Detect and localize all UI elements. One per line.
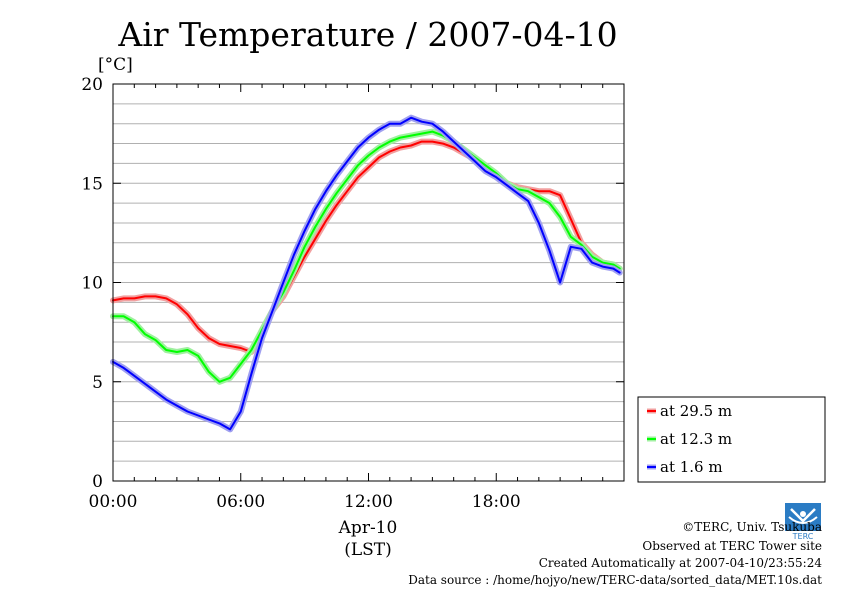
legend-label: at 29.5 m [660, 402, 732, 420]
legend-label: at 1.6 m [660, 458, 723, 476]
series-lines [110, 114, 623, 433]
series-glow [110, 138, 623, 355]
series-line [112, 116, 621, 431]
footer-created: Created Automatically at 2007-04-10/23:5… [539, 556, 823, 570]
y-tick-label: 15 [81, 174, 103, 194]
chart-title: Air Temperature / 2007-04-10 [117, 15, 617, 54]
legend-label: at 12.3 m [660, 430, 732, 448]
y-tick-label: 10 [81, 274, 103, 294]
y-tick-label: 5 [92, 373, 103, 393]
series-line [112, 130, 621, 383]
y-axis-label: [°C] [98, 55, 133, 75]
terc-logo: TERC [785, 503, 821, 541]
x-axis-date-label: Apr-10 [338, 518, 398, 538]
logo-text: TERC [792, 532, 814, 541]
footer-copyright: ©TERC, Univ. Tsukuba [682, 520, 822, 534]
series-line [112, 140, 621, 353]
x-axis-units-label: (LST) [344, 540, 392, 560]
series-glow [110, 114, 623, 433]
y-tick-label: 0 [92, 472, 103, 492]
x-tick-label: 06:00 [216, 492, 265, 512]
axis-ticks: 0 5 10 15 20 00:00 06:00 12:00 18:00 [81, 75, 624, 512]
footer-source: Data source : /home/hojyo/new/TERC-data/… [408, 573, 822, 587]
x-tick-label: 12:00 [344, 492, 393, 512]
x-tick-label: 00:00 [89, 492, 138, 512]
footer-observed: Observed at TERC Tower site [642, 539, 822, 553]
x-tick-label: 18:00 [472, 492, 521, 512]
legend: at 29.5 m at 12.3 m at 1.6 m [637, 396, 826, 483]
y-tick-label: 20 [81, 75, 103, 95]
legend-box [637, 396, 826, 483]
